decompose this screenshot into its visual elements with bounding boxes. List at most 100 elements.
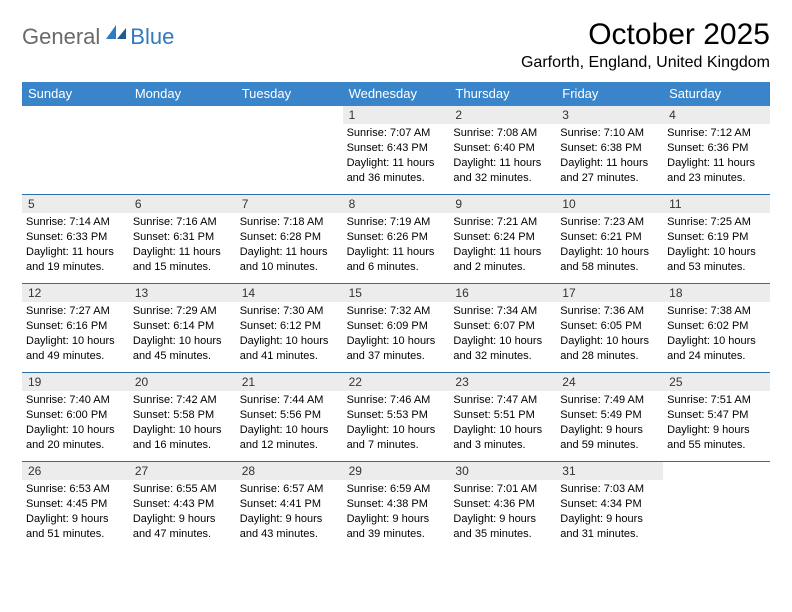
logo-text-blue: Blue (130, 24, 174, 50)
day-cell: 9 Sunrise: 7:21 AMSunset: 6:24 PMDaylight… (449, 195, 556, 283)
dow-monday: Monday (129, 82, 236, 106)
sunrise-line: Sunrise: 7:30 AM (240, 304, 339, 319)
weeks-container: 1 Sunrise: 7:07 AMSunset: 6:43 PMDaylight… (22, 106, 770, 550)
sunrise-line: Sunrise: 7:34 AM (453, 304, 552, 319)
sunset-line: Sunset: 6:31 PM (133, 230, 232, 245)
day-cell: 24Sunrise: 7:49 AMSunset: 5:49 PMDayligh… (556, 373, 663, 461)
day-cell: 6 Sunrise: 7:16 AMSunset: 6:31 PMDaylight… (129, 195, 236, 283)
dow-friday: Friday (556, 82, 663, 106)
day-details: Sunrise: 7:40 AMSunset: 6:00 PMDaylight:… (26, 393, 125, 452)
daylight-line: Daylight: 10 hours and 49 minutes. (26, 334, 125, 364)
day-cell: 13Sunrise: 7:29 AMSunset: 6:14 PMDayligh… (129, 284, 236, 372)
daylight-line: Daylight: 10 hours and 28 minutes. (560, 334, 659, 364)
day-number: 12 (22, 284, 129, 302)
sunset-line: Sunset: 6:16 PM (26, 319, 125, 334)
sunrise-line: Sunrise: 6:59 AM (347, 482, 446, 497)
sunrise-line: Sunrise: 7:08 AM (453, 126, 552, 141)
day-number: 6 (129, 195, 236, 213)
sunset-line: Sunset: 6:26 PM (347, 230, 446, 245)
day-cell: 16 Sunrise: 7:34 AMSunset: 6:07 PMDayligh… (449, 284, 556, 372)
day-number: 23 (449, 373, 556, 391)
day-number: 2 (449, 106, 556, 124)
sunrise-line: Sunrise: 7:23 AM (560, 215, 659, 230)
day-number: 14 (236, 284, 343, 302)
sunset-line: Sunset: 6:28 PM (240, 230, 339, 245)
day-details: Sunrise: 7:32 AMSunset: 6:09 PMDaylight:… (347, 304, 446, 363)
location-subtitle: Garforth, England, United Kingdom (521, 54, 770, 72)
logo-text-general: General (22, 24, 100, 50)
day-cell (236, 106, 343, 194)
day-cell: 31Sunrise: 7:03 AMSunset: 4:34 PMDayligh… (556, 462, 663, 550)
sunrise-line: Sunrise: 7:14 AM (26, 215, 125, 230)
sunset-line: Sunset: 4:38 PM (347, 497, 446, 512)
day-details: Sunrise: 7:07 AMSunset: 6:43 PMDaylight:… (347, 126, 446, 185)
sunset-line: Sunset: 6:07 PM (453, 319, 552, 334)
sunset-line: Sunset: 6:24 PM (453, 230, 552, 245)
day-cell: 10Sunrise: 7:23 AMSunset: 6:21 PMDayligh… (556, 195, 663, 283)
day-details: Sunrise: 7:12 AMSunset: 6:36 PMDaylight:… (667, 126, 766, 185)
daylight-line: Daylight: 10 hours and 16 minutes. (133, 423, 232, 453)
sunrise-line: Sunrise: 7:10 AM (560, 126, 659, 141)
day-number: 29 (343, 462, 450, 480)
dow-sunday: Sunday (22, 82, 129, 106)
daylight-line: Daylight: 9 hours and 35 minutes. (453, 512, 552, 542)
day-number: 21 (236, 373, 343, 391)
sunset-line: Sunset: 5:56 PM (240, 408, 339, 423)
sunrise-line: Sunrise: 7:42 AM (133, 393, 232, 408)
day-details: Sunrise: 7:01 AMSunset: 4:36 PMDaylight:… (453, 482, 552, 541)
day-details: Sunrise: 7:16 AMSunset: 6:31 PMDaylight:… (133, 215, 232, 274)
dow-tuesday: Tuesday (236, 82, 343, 106)
sunset-line: Sunset: 6:21 PM (560, 230, 659, 245)
logo: General Blue (22, 24, 174, 50)
daylight-line: Daylight: 9 hours and 55 minutes. (667, 423, 766, 453)
day-cell: 26Sunrise: 6:53 AMSunset: 4:45 PMDayligh… (22, 462, 129, 550)
sunrise-line: Sunrise: 7:12 AM (667, 126, 766, 141)
day-cell: 22Sunrise: 7:46 AMSunset: 5:53 PMDayligh… (343, 373, 450, 461)
day-details: Sunrise: 7:29 AMSunset: 6:14 PMDaylight:… (133, 304, 232, 363)
sunset-line: Sunset: 6:36 PM (667, 141, 766, 156)
day-details: Sunrise: 7:25 AMSunset: 6:19 PMDaylight:… (667, 215, 766, 274)
daylight-line: Daylight: 11 hours and 19 minutes. (26, 245, 125, 275)
day-cell: 19Sunrise: 7:40 AMSunset: 6:00 PMDayligh… (22, 373, 129, 461)
sunrise-line: Sunrise: 7:07 AM (347, 126, 446, 141)
day-number: 4 (663, 106, 770, 124)
sunrise-line: Sunrise: 7:25 AM (667, 215, 766, 230)
sunrise-line: Sunrise: 7:36 AM (560, 304, 659, 319)
day-details: Sunrise: 7:46 AMSunset: 5:53 PMDaylight:… (347, 393, 446, 452)
day-number: 26 (22, 462, 129, 480)
sunset-line: Sunset: 4:43 PM (133, 497, 232, 512)
daylight-line: Daylight: 11 hours and 6 minutes. (347, 245, 446, 275)
day-details: Sunrise: 7:21 AMSunset: 6:24 PMDaylight:… (453, 215, 552, 274)
sunset-line: Sunset: 6:14 PM (133, 319, 232, 334)
day-cell (663, 462, 770, 550)
sunrise-line: Sunrise: 6:55 AM (133, 482, 232, 497)
day-cell: 17Sunrise: 7:36 AMSunset: 6:05 PMDayligh… (556, 284, 663, 372)
daylight-line: Daylight: 11 hours and 23 minutes. (667, 156, 766, 186)
day-cell: 5Sunrise: 7:14 AMSunset: 6:33 PMDaylight… (22, 195, 129, 283)
sunset-line: Sunset: 6:40 PM (453, 141, 552, 156)
dow-saturday: Saturday (663, 82, 770, 106)
sunrise-line: Sunrise: 7:03 AM (560, 482, 659, 497)
day-cell: 18Sunrise: 7:38 AMSunset: 6:02 PMDayligh… (663, 284, 770, 372)
day-details: Sunrise: 7:14 AMSunset: 6:33 PMDaylight:… (26, 215, 125, 274)
sunrise-line: Sunrise: 7:49 AM (560, 393, 659, 408)
day-details: Sunrise: 7:36 AMSunset: 6:05 PMDaylight:… (560, 304, 659, 363)
daylight-line: Daylight: 10 hours and 3 minutes. (453, 423, 552, 453)
sunrise-line: Sunrise: 7:44 AM (240, 393, 339, 408)
day-number: 9 (449, 195, 556, 213)
sunrise-line: Sunrise: 7:16 AM (133, 215, 232, 230)
page-title: October 2025 (521, 18, 770, 52)
day-number: 18 (663, 284, 770, 302)
sunset-line: Sunset: 6:38 PM (560, 141, 659, 156)
sunset-line: Sunset: 6:19 PM (667, 230, 766, 245)
day-cell: 23Sunrise: 7:47 AMSunset: 5:51 PMDayligh… (449, 373, 556, 461)
sunrise-line: Sunrise: 7:38 AM (667, 304, 766, 319)
daylight-line: Daylight: 10 hours and 32 minutes. (453, 334, 552, 364)
daylight-line: Daylight: 10 hours and 37 minutes. (347, 334, 446, 364)
sunset-line: Sunset: 5:47 PM (667, 408, 766, 423)
sunset-line: Sunset: 5:49 PM (560, 408, 659, 423)
daylight-line: Daylight: 11 hours and 15 minutes. (133, 245, 232, 275)
day-number: 1 (343, 106, 450, 124)
day-details: Sunrise: 7:23 AMSunset: 6:21 PMDaylight:… (560, 215, 659, 274)
day-number: 16 (449, 284, 556, 302)
